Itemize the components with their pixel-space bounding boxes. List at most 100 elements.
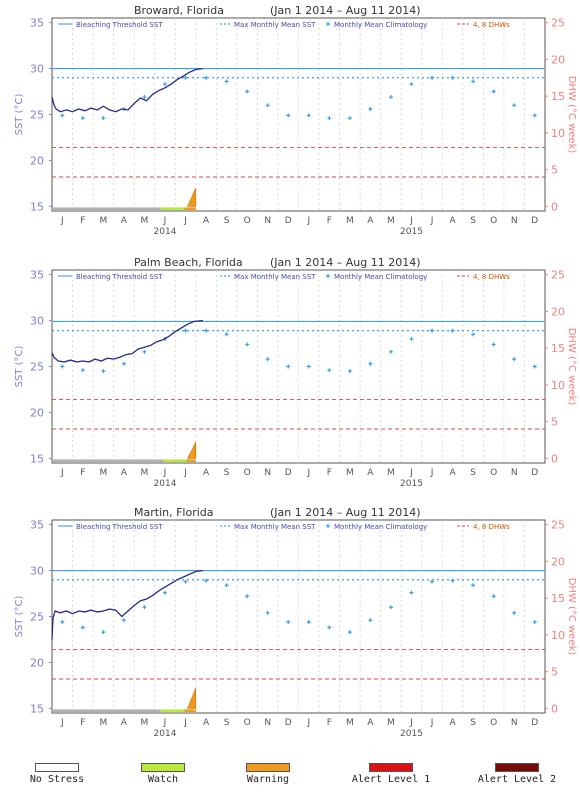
climatology-point — [368, 618, 373, 623]
climatology-point — [347, 116, 352, 121]
chart-title: Broward, Florida — [134, 4, 224, 17]
month-tick-label: J — [60, 468, 64, 478]
stress-legend-swatch — [141, 763, 185, 772]
month-tick-label: M — [387, 718, 395, 728]
climatology-point — [306, 364, 311, 369]
y-tick-label: 15 — [30, 702, 44, 715]
legend-dhw-label: 4, 8 DHWs — [473, 523, 510, 531]
stress-legend-swatch — [495, 763, 539, 772]
legend-climatology-label: Monthly Mean Climatology — [334, 21, 427, 29]
y-tick-label: 35 — [30, 519, 44, 532]
month-tick-label: J — [306, 468, 310, 478]
month-tick-label: J — [60, 216, 64, 226]
month-tick-label: A — [449, 718, 456, 728]
month-tick-label: S — [224, 216, 230, 226]
climatology-point — [224, 332, 229, 337]
climatology-point — [80, 625, 85, 630]
y2-tick-label: 25 — [551, 17, 565, 30]
y2-axis-label: DHW (°C week) — [566, 76, 577, 154]
legend-climatology-swatch — [326, 22, 330, 26]
stress-bar-segment — [52, 207, 161, 210]
month-tick-label: S — [224, 718, 230, 728]
month-tick-label: J — [183, 216, 187, 226]
month-tick-label: M — [99, 718, 107, 728]
climatology-point — [204, 578, 209, 583]
month-tick-label: N — [511, 216, 518, 226]
climatology-point — [450, 75, 455, 80]
year-label: 2014 — [154, 729, 177, 739]
climatology-point — [491, 342, 496, 347]
month-tick-label: D — [285, 718, 292, 728]
climatology-point — [532, 620, 537, 625]
legend-dhw-label: 4, 8 DHWs — [473, 273, 510, 281]
climatology-point — [430, 579, 435, 584]
climatology-point — [532, 113, 537, 118]
stress-legend-label: Alert Level 2 — [477, 774, 557, 785]
stress-bar-segment — [52, 459, 163, 462]
chart-date-range: (Jan 1 2014 – Aug 11 2014) — [270, 256, 420, 269]
climatology-point — [204, 328, 209, 333]
y2-tick-label: 0 — [551, 452, 558, 465]
month-tick-label: M — [387, 468, 395, 478]
month-tick-label: J — [183, 468, 187, 478]
month-tick-label: J — [430, 468, 434, 478]
legend-threshold-label: Bleaching Threshold SST — [76, 523, 163, 531]
y2-axis-label: DHW (°C week) — [566, 578, 577, 656]
y2-tick-label: 10 — [551, 379, 565, 392]
climatology-point — [388, 349, 393, 354]
legend-climatology-swatch — [326, 524, 330, 528]
climatology-point — [368, 361, 373, 366]
month-tick-label: A — [203, 468, 210, 478]
month-tick-label: M — [387, 216, 395, 226]
month-tick-label: A — [203, 216, 210, 226]
legend-climatology-swatch — [326, 274, 330, 278]
stress-legend-item: Alert Level 2 — [462, 755, 572, 785]
climatology-point — [430, 328, 435, 333]
y-tick-label: 25 — [30, 611, 44, 624]
climatology-point — [327, 368, 332, 373]
y-axis-label: SST (°C) — [14, 94, 25, 136]
y2-tick-label: 25 — [551, 269, 565, 282]
month-tick-label: O — [244, 468, 251, 478]
month-tick-label: A — [449, 468, 456, 478]
climatology-point — [409, 590, 414, 595]
month-tick-label: M — [99, 468, 107, 478]
month-tick-label: F — [80, 468, 85, 478]
stress-legend-label: Warning — [246, 774, 290, 785]
climatology-point — [265, 357, 270, 362]
legend-climatology-label: Monthly Mean Climatology — [334, 523, 427, 531]
climatology-point — [245, 89, 250, 94]
month-tick-label: F — [80, 718, 85, 728]
climatology-point — [101, 116, 106, 121]
month-tick-label: F — [327, 216, 332, 226]
month-tick-label: S — [470, 718, 476, 728]
y2-tick-label: 20 — [551, 555, 565, 568]
month-tick-label: D — [531, 468, 538, 478]
month-tick-label: M — [346, 216, 354, 226]
climatology-point — [327, 625, 332, 630]
climatology-point — [80, 116, 85, 121]
climatology-point — [80, 368, 85, 373]
climatology-point — [532, 364, 537, 369]
y2-tick-label: 20 — [551, 53, 565, 66]
y-axis-label: SST (°C) — [14, 346, 25, 388]
month-tick-label: A — [121, 718, 128, 728]
climatology-point — [471, 79, 476, 84]
month-tick-label: N — [264, 468, 271, 478]
climatology-point — [347, 630, 352, 635]
climatology-point — [142, 349, 147, 354]
y-tick-label: 20 — [30, 406, 44, 419]
climatology-point — [491, 89, 496, 94]
month-tick-label: M — [346, 468, 354, 478]
month-tick-label: J — [163, 468, 167, 478]
legend-mmm-label: Max Monthly Mean SST — [234, 523, 316, 531]
y-tick-label: 15 — [30, 452, 44, 465]
month-tick-label: S — [470, 216, 476, 226]
climatology-point — [512, 357, 517, 362]
stress-legend-label: Alert Level 1 — [351, 774, 431, 785]
month-tick-label: A — [367, 468, 374, 478]
month-tick-label: A — [121, 216, 128, 226]
climatology-point — [60, 113, 65, 118]
climatology-point — [101, 369, 106, 374]
stress-bar-segment — [52, 709, 161, 712]
